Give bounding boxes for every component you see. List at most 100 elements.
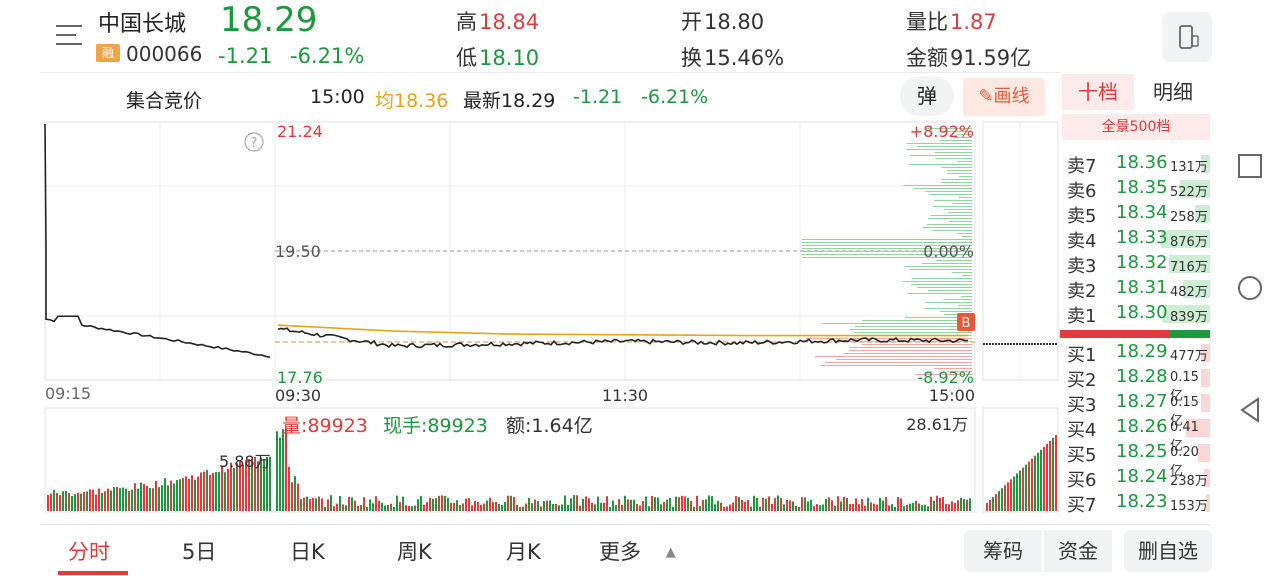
volume-bar xyxy=(756,497,758,511)
volume-bar xyxy=(300,499,302,511)
tab-5day[interactable]: 5日 xyxy=(182,540,217,564)
buy-level-row[interactable]: 买5 18.25 0.20亿 xyxy=(1062,441,1210,479)
volume-bar xyxy=(954,503,956,511)
sell-depth-bar xyxy=(926,224,972,225)
volume-bar xyxy=(525,503,527,511)
volume-bar xyxy=(495,501,497,511)
back-icon[interactable] xyxy=(1236,396,1264,424)
sell-level-row[interactable]: 卖2 18.31 482万 xyxy=(1062,277,1210,302)
buy-level-row[interactable]: 买3 18.27 0.15亿 xyxy=(1062,391,1210,429)
tab-monthly-k[interactable]: 月K xyxy=(506,540,541,564)
volume-bar xyxy=(951,501,953,511)
sell-depth-bar xyxy=(903,185,972,186)
average-price: 均18.36 xyxy=(375,90,449,112)
sell-depth-bar xyxy=(904,266,972,267)
volume-bar xyxy=(846,497,848,511)
buy-depth-bar xyxy=(814,356,972,357)
level-volume: 258万 xyxy=(1170,210,1208,225)
tab-more[interactable]: 更多 ▲ xyxy=(599,536,676,566)
sell-level-row[interactable]: 卖7 18.36 131万 xyxy=(1062,152,1210,177)
intraday-chart[interactable]: ? 21.24 19.50 17.76 +8.92% 0.00% -8.92% … xyxy=(0,118,1060,518)
buy-level-row[interactable]: 买1 18.29 477万 xyxy=(1062,341,1210,366)
volume-bar xyxy=(312,497,314,511)
volume-bar xyxy=(1055,434,1057,511)
buy-level-row[interactable]: 买6 18.24 238万 xyxy=(1062,466,1210,491)
level-label: 卖6 xyxy=(1067,181,1097,202)
buy-depth-bar xyxy=(820,365,972,366)
volume-bar xyxy=(519,506,521,511)
cursor-time: 15:00 xyxy=(310,86,365,108)
sell-depth-bar xyxy=(958,176,972,177)
low-stat: 低18.10 xyxy=(456,42,539,72)
home-icon[interactable] xyxy=(1236,274,1264,302)
volume-bar xyxy=(738,496,740,511)
volume-bar xyxy=(291,482,293,511)
sell-depth-bar xyxy=(925,191,972,192)
volume-bar xyxy=(567,504,569,511)
help-icon[interactable]: ? xyxy=(244,132,264,152)
volume-bar xyxy=(576,495,578,511)
sell-depth-bar xyxy=(802,248,972,249)
sell-level-row[interactable]: 卖6 18.35 522万 xyxy=(1062,177,1210,202)
volume-bar xyxy=(390,503,392,511)
remove-watchlist-button[interactable]: 删自选 xyxy=(1124,530,1212,572)
buy-level-row[interactable]: 买4 18.26 0.41亿 xyxy=(1062,416,1210,454)
volume-bar xyxy=(327,499,329,511)
sell-depth-bar xyxy=(960,296,972,297)
tab-daily-k[interactable]: 日K xyxy=(290,540,325,564)
volume-bar xyxy=(86,491,88,511)
sell-level-row[interactable]: 卖1 18.30 839万 xyxy=(1062,302,1210,327)
volume-bar xyxy=(77,492,79,511)
volume-bar xyxy=(894,506,896,511)
volume-bar xyxy=(444,495,446,511)
volume-bar xyxy=(1031,458,1033,511)
volume-bar xyxy=(753,495,755,511)
sell-depth-bar xyxy=(947,170,972,171)
b-marker[interactable]: B xyxy=(957,313,975,331)
volume-bar xyxy=(774,498,776,511)
level-volume-bar xyxy=(1195,205,1210,223)
buy-level-row[interactable]: 买2 18.28 0.15亿 xyxy=(1062,366,1210,404)
buy-level-row[interactable]: 买7 18.23 153万 xyxy=(1062,491,1210,516)
volume-bar xyxy=(801,497,803,511)
volume-bar xyxy=(339,495,341,511)
tab-ten-levels[interactable]: 十档 xyxy=(1062,74,1134,110)
sell-depth-bar xyxy=(854,326,972,327)
price-high-label: 21.24 xyxy=(277,122,323,141)
volume-bar xyxy=(1034,455,1036,511)
danmaku-button[interactable]: 弹 xyxy=(900,76,954,116)
volume-bar xyxy=(333,506,335,511)
tab-intraday[interactable]: 分时 xyxy=(68,540,110,564)
volume-bar xyxy=(345,505,347,511)
draw-line-button[interactable]: ✎画线 xyxy=(963,78,1045,116)
volume-bar xyxy=(714,504,716,511)
volume-bar xyxy=(384,505,386,511)
price-panel-frame xyxy=(44,121,976,381)
volume-bar xyxy=(269,456,271,511)
volume-bar xyxy=(372,503,374,511)
sell-level-row[interactable]: 卖3 18.32 716万 xyxy=(1062,252,1210,277)
recent-apps-icon[interactable] xyxy=(1236,152,1264,180)
rotate-screen-button[interactable] xyxy=(1162,12,1212,62)
sell-level-row[interactable]: 卖5 18.34 258万 xyxy=(1062,202,1210,227)
tab-detail[interactable]: 明细 xyxy=(1153,80,1193,104)
volume-bar xyxy=(242,464,244,511)
volume-bar xyxy=(83,492,85,511)
level-volume-bar xyxy=(1201,344,1210,362)
tab-weekly-k[interactable]: 周K xyxy=(397,540,432,564)
volume-ratio-value: 1.87 xyxy=(950,10,997,34)
volume-bar xyxy=(110,490,112,511)
chips-button[interactable]: 筹码 xyxy=(964,530,1042,572)
full-500-levels-button[interactable]: 全景500档 xyxy=(1062,114,1210,140)
volume-bar xyxy=(870,502,872,511)
volume-bar xyxy=(399,502,401,511)
sell-level-row[interactable]: 卖4 18.33 876万 xyxy=(1062,227,1210,252)
funds-button[interactable]: 资金 xyxy=(1044,530,1112,572)
volume-bar xyxy=(375,496,377,511)
menu-icon[interactable] xyxy=(52,20,86,50)
volume-bar xyxy=(783,504,785,511)
volume-bar xyxy=(297,483,299,511)
volume-bar xyxy=(615,505,617,511)
volume-bar xyxy=(792,501,794,511)
volume-bar xyxy=(254,456,256,511)
